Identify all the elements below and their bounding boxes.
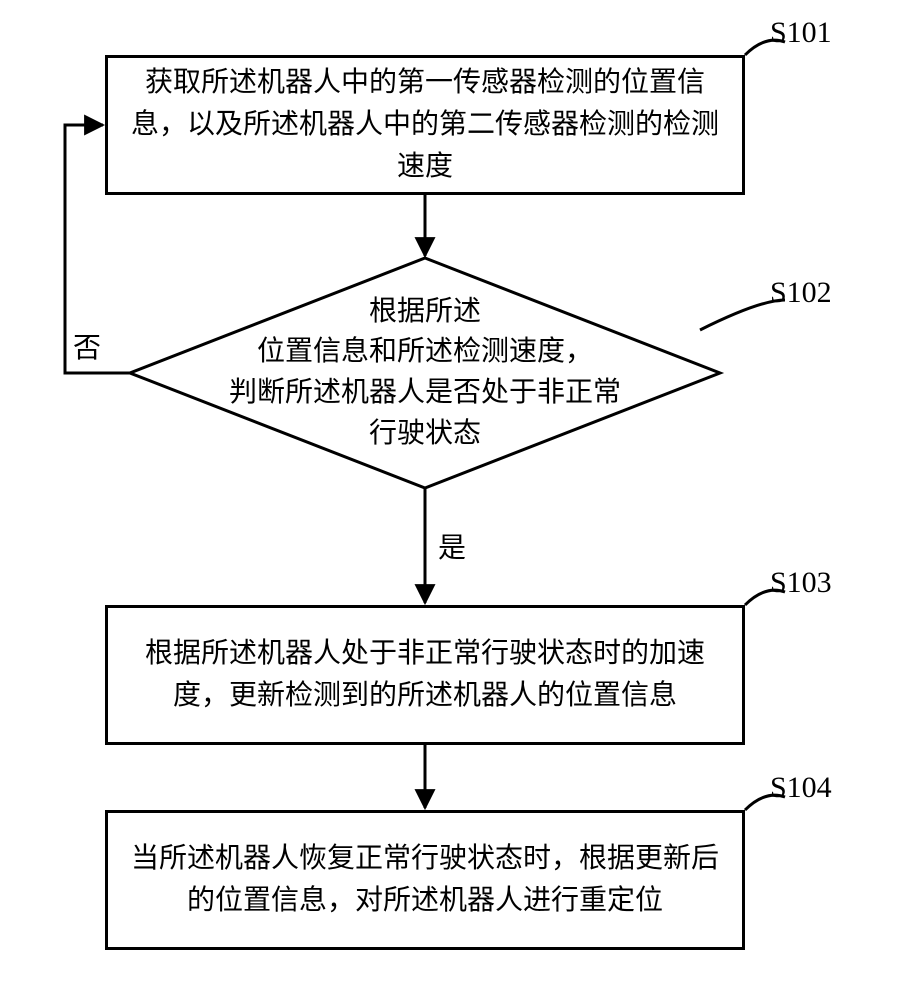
label-s104: S104 (770, 771, 832, 805)
flowchart-container: 获取所述机器人中的第一传感器检测的位置信息，以及所述机器人中的第二传感器检测的检… (0, 0, 900, 1000)
callout-s104 (0, 0, 900, 1000)
